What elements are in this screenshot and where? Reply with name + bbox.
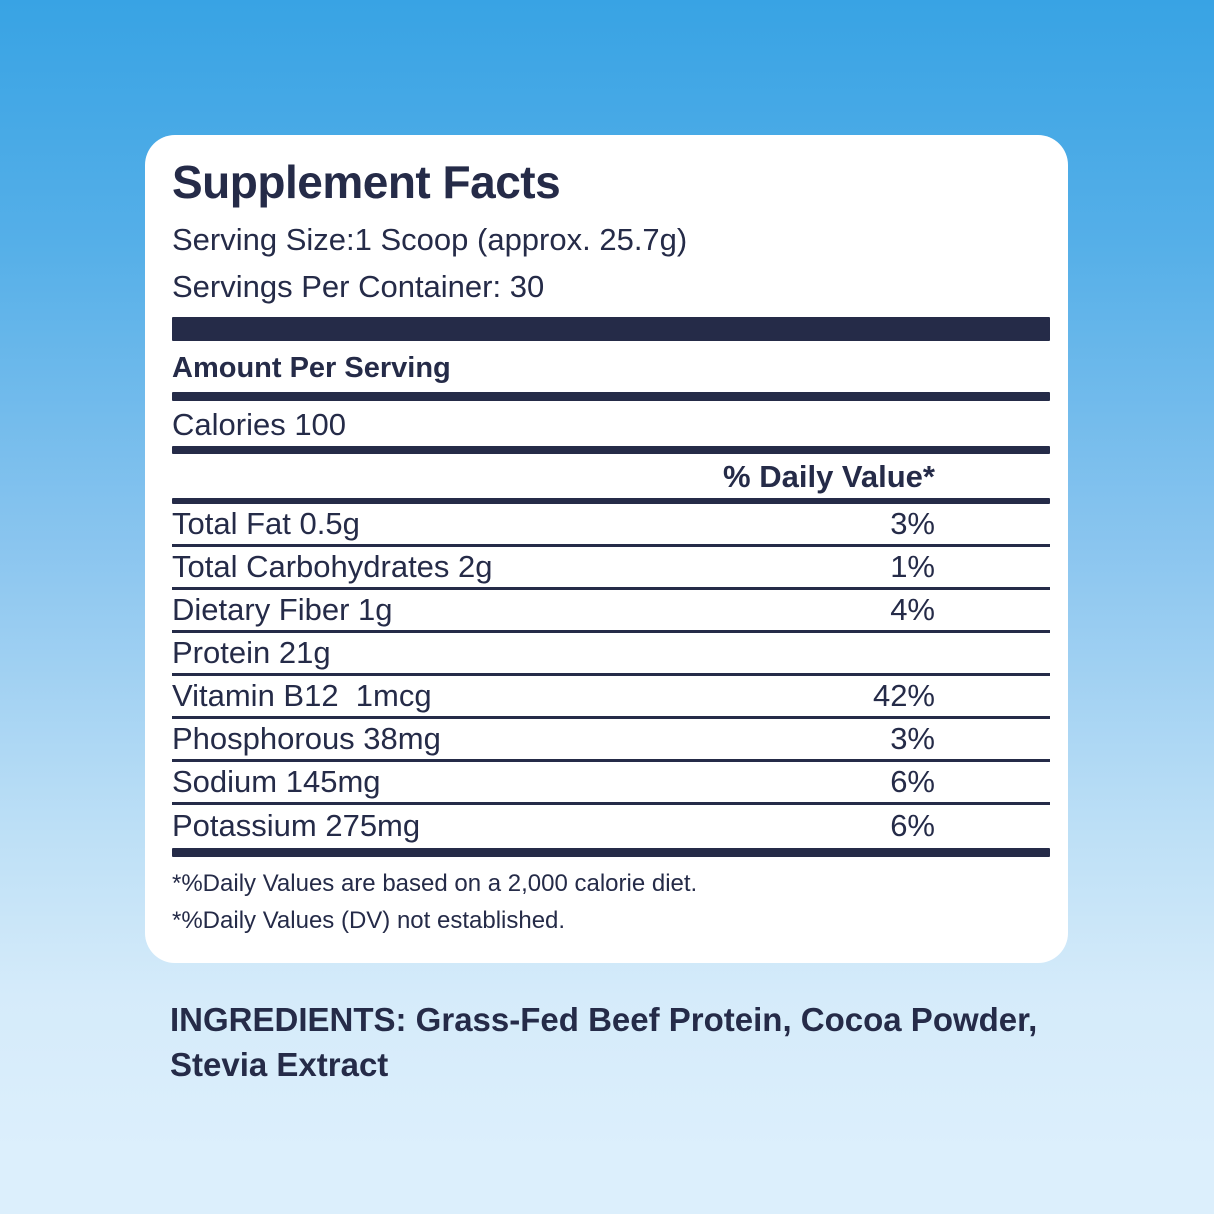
nutrient-daily-value: 4% (890, 591, 935, 627)
footnote-dv-not-established: *%Daily Values (DV) not established. (172, 907, 566, 935)
nutrient-label: Protein 21g (172, 634, 331, 670)
supplement-facts-panel: Supplement Facts Serving Size:1 Scoop (a… (145, 135, 1068, 963)
footnote-calorie-diet: *%Daily Values are based on a 2,000 calo… (172, 869, 698, 897)
nutrient-row: Vitamin B12 1mcg 42% (172, 676, 1050, 719)
nutrient-daily-value: 42% (872, 677, 935, 713)
nutrient-daily-value: 6% (890, 808, 935, 844)
divider-daily-value (172, 497, 1050, 504)
nutrient-row: Potassium 275mg 6% (172, 805, 1050, 848)
servings-per-container-text: Servings Per Container: 30 (172, 269, 545, 305)
nutrient-label: Vitamin B12 1mcg (172, 677, 432, 713)
divider-amount-per-serving (172, 392, 1050, 402)
ingredients-text: INGREDIENTS: Grass-Fed Beef Protein, Coc… (170, 1001, 1038, 1084)
nutrient-row: Dietary Fiber 1g 4% (172, 590, 1050, 633)
nutrient-row: Sodium 145mg 6% (172, 762, 1050, 805)
nutrient-daily-value: 3% (890, 505, 935, 541)
nutrient-row: Total Fat 0.5g 3% (172, 504, 1050, 547)
nutrient-label: Phosphorous 38mg (172, 720, 441, 756)
divider-thick-bottom (172, 847, 1050, 857)
panel-title: Supplement Facts (172, 156, 561, 208)
serving-size-text: Serving Size:1 Scoop (approx. 25.7g) (172, 222, 688, 257)
divider-thick-top (172, 317, 1050, 342)
nutrient-row: Total Carbohydrates 2g 1% (172, 547, 1050, 590)
nutrient-rows: Total Fat 0.5g 3% Total Carbohydrates 2g… (172, 504, 1050, 848)
divider-calories (172, 446, 1050, 455)
nutrient-label: Total Carbohydrates 2g (172, 548, 493, 584)
nutrient-label: Dietary Fiber 1g (172, 591, 393, 627)
calories-row: Calories 100 (172, 407, 347, 443)
amount-per-serving-label: Amount Per Serving (172, 352, 451, 385)
nutrient-row: Phosphorous 38mg 3% (172, 719, 1050, 762)
nutrient-daily-value: 6% (890, 763, 935, 799)
nutrient-label: Total Fat 0.5g (172, 505, 360, 541)
nutrient-label: Potassium 275mg (172, 808, 421, 844)
nutrient-daily-value: 3% (890, 720, 935, 756)
nutrient-daily-value: 1% (890, 548, 935, 584)
nutrient-label: Sodium 145mg (172, 763, 381, 799)
daily-value-header: % Daily Value* (723, 459, 935, 495)
nutrient-row: Protein 21g (172, 633, 1050, 676)
